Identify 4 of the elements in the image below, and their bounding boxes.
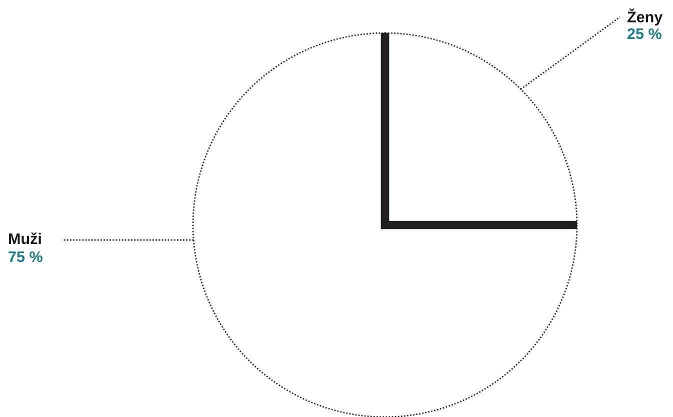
slice-label: Ženy xyxy=(627,8,663,26)
data-label: 25 % xyxy=(628,28,662,40)
data-label: 75 % xyxy=(8,251,42,262)
slice-label: Muži xyxy=(9,232,41,244)
